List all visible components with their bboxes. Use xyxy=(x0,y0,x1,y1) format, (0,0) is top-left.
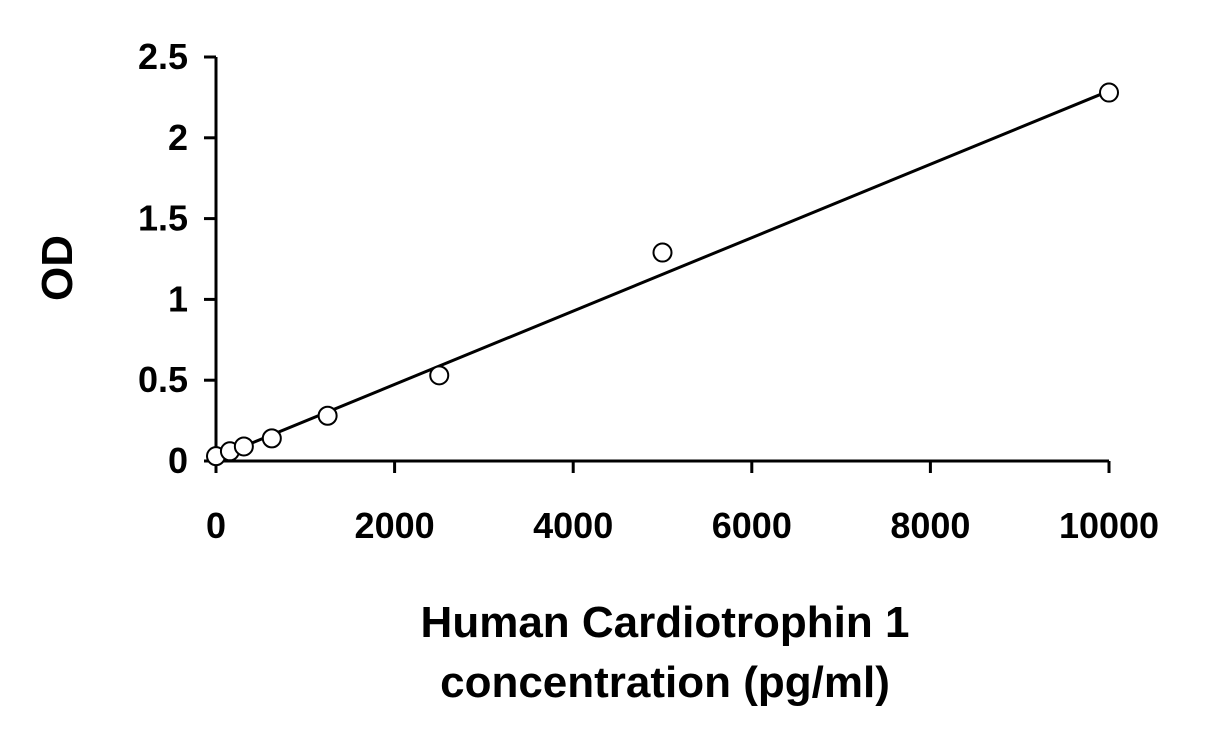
y-tick-label: 1.5 xyxy=(138,198,188,239)
y-tick-label: 0.5 xyxy=(138,359,188,400)
x-axis-title-line-1: Human Cardiotrophin 1 xyxy=(421,598,910,647)
x-tick-label: 10000 xyxy=(1059,505,1159,546)
axes xyxy=(214,57,1109,463)
x-tick-label: 4000 xyxy=(533,505,613,546)
x-tick-label: 0 xyxy=(206,505,226,546)
x-ticks: 0 2000 4000 6000 8000 10000 xyxy=(206,461,1159,546)
y-tick-label: 1 xyxy=(168,278,188,319)
data-point xyxy=(233,436,254,457)
y-tick-label: 0 xyxy=(168,440,188,481)
x-axis-title-line-2: concentration (pg/ml) xyxy=(440,658,890,707)
data-points xyxy=(206,82,1119,467)
x-tick-label: 6000 xyxy=(712,505,792,546)
data-point xyxy=(429,365,450,386)
data-point xyxy=(1099,82,1119,103)
data-point xyxy=(652,242,673,263)
data-point xyxy=(317,405,338,426)
x-tick-label: 2000 xyxy=(355,505,435,546)
y-axis-title: OD xyxy=(33,235,82,301)
y-tick-label: 2 xyxy=(168,117,188,158)
y-tick-label: 2.5 xyxy=(138,36,188,77)
fit-line-group xyxy=(215,89,1110,460)
y-ticks: 0 0.5 1 1.5 2 2.5 xyxy=(138,36,216,481)
linear-fit-line xyxy=(215,89,1110,460)
x-tick-label: 8000 xyxy=(890,505,970,546)
data-point xyxy=(261,428,282,449)
